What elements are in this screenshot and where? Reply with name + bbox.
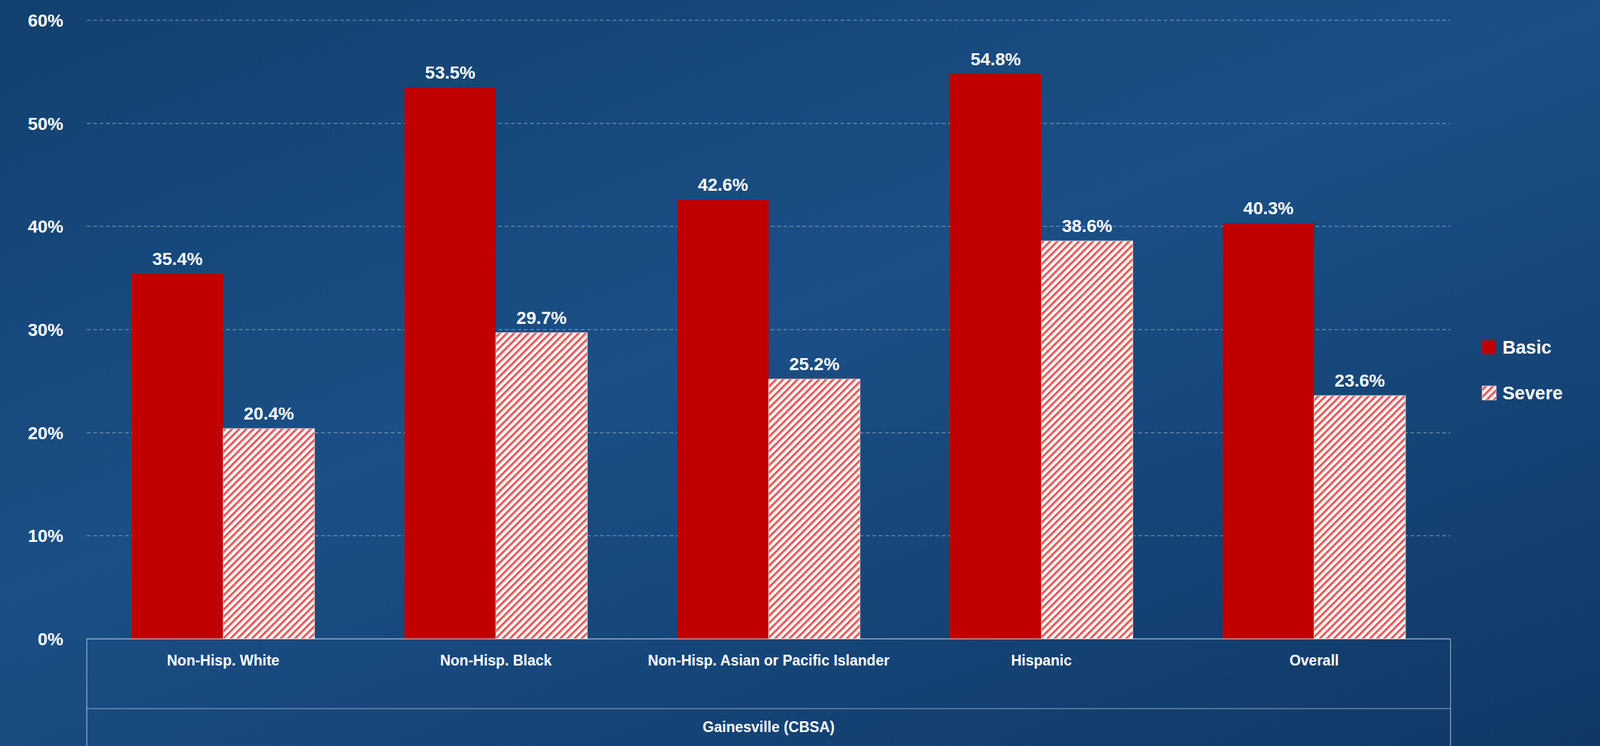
x-tick-label: Non-Hisp. White [167,651,280,669]
legend-swatch [1482,340,1497,355]
y-tick-label: 10% [27,525,64,546]
y-tick-label: 20% [27,423,64,443]
data-label: 20.4% [243,403,294,424]
grid-line [86,122,1451,125]
x-axis-title: Gainesville (CBSA) [702,718,835,735]
bar [677,199,769,639]
data-label: 53.5% [425,62,476,83]
chart: 0% 10% 20% 30% 40% 50% 60% 35.4% 20.4% 53.5% 29.7%… [0,0,1600,746]
x-tick-label: Hispanic [1010,651,1072,669]
y-tick-label: 60% [27,10,64,31]
legend-label: Severe [1502,382,1563,403]
data-label: 42.6% [698,174,749,195]
bar [131,273,223,639]
data-label: 38.6% [1062,215,1113,236]
x-axis-line [86,637,1451,640]
bar [1222,222,1314,639]
bar [404,87,496,639]
bar [950,74,1042,639]
bar [1041,240,1133,639]
data-label: 29.7% [516,307,567,328]
y-tick-label: 50% [27,114,64,134]
bar [222,428,315,639]
data-label: 23.6% [1334,370,1385,391]
data-label: 40.3% [1243,198,1294,218]
bar [768,378,861,639]
category-box [86,707,1451,709]
y-tick-label: 0% [38,628,64,649]
legend-label: Basic [1502,336,1552,358]
data-label: 25.2% [789,354,840,374]
data-label: 35.4% [152,248,203,269]
data-label: 54.8% [970,49,1021,70]
x-tick-label: Non-Hisp. Asian or Pacific Islander [647,651,890,669]
legend-swatch [1482,385,1497,400]
grid-line [86,19,1451,21]
bar [1314,395,1406,639]
data-labels: 35.4% 20.4% 53.5% 29.7% 42.6% 25.2% 54.8% 38.6%… [152,49,1385,424]
category-box [1449,638,1452,746]
bar [495,332,588,639]
y-tick-label: 30% [27,319,64,340]
bars [131,74,1406,639]
y-tick-label: 40% [27,216,64,237]
category-box [86,638,88,746]
x-tick-label: Overall [1289,651,1340,669]
x-tick-label: Non-Hisp. Black [440,651,553,669]
